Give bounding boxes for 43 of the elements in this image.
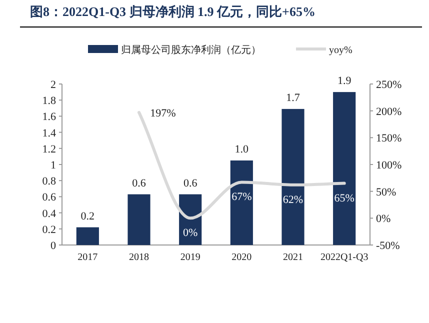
y-tick-label: 1.4 bbox=[42, 127, 56, 140]
data-label: 67% bbox=[232, 191, 252, 204]
bar bbox=[230, 160, 253, 245]
data-label: 1.7 bbox=[286, 92, 300, 104]
bar bbox=[76, 227, 99, 245]
y2-tick-label: 150% bbox=[376, 132, 402, 145]
y2-tick-label: 50% bbox=[376, 186, 396, 198]
x-tick-label: 2020 bbox=[232, 252, 252, 263]
y2-tick-label: 250% bbox=[376, 79, 402, 91]
legend-label: yoy% bbox=[329, 45, 352, 56]
y2-tick-label: 0% bbox=[376, 213, 391, 226]
data-label: 65% bbox=[334, 192, 354, 204]
x-tick-label: 2018 bbox=[129, 252, 149, 263]
y-tick-label: 0.2 bbox=[42, 224, 56, 236]
y-tick-label: 1.6 bbox=[42, 111, 56, 124]
x-tick-label: 2021 bbox=[283, 252, 303, 263]
data-label: 0.6 bbox=[183, 177, 198, 190]
x-tick-label: 2019 bbox=[180, 252, 200, 263]
data-label: 62% bbox=[282, 194, 304, 206]
chart-title: 图8：2022Q1-Q3 归母净利润 1.9 亿元，同比+65% bbox=[30, 4, 316, 19]
y-tick-label: 1.8 bbox=[42, 95, 56, 108]
x-tick-label: 2017 bbox=[78, 252, 98, 263]
bar bbox=[333, 92, 356, 245]
data-label: 197% bbox=[150, 107, 176, 120]
data-label: 1.9 bbox=[337, 75, 352, 88]
y-tick-label: 0.6 bbox=[42, 192, 56, 204]
data-label: 0.6 bbox=[132, 177, 146, 190]
y-tick-label: 1.2 bbox=[42, 143, 56, 156]
y2-tick-label: -50% bbox=[376, 240, 400, 252]
y2-tick-label: 100% bbox=[376, 160, 402, 172]
y2-tick-label: 200% bbox=[376, 106, 402, 118]
data-label: 0% bbox=[182, 227, 198, 240]
x-tick-label: 2022Q1-Q3 bbox=[320, 252, 368, 263]
legend-label: 归属母公司股东净利润（亿元） bbox=[121, 44, 261, 56]
data-label: 1.0 bbox=[234, 143, 250, 156]
y-tick-label: 0.4 bbox=[42, 208, 56, 220]
bar bbox=[128, 194, 150, 245]
bar bbox=[282, 108, 304, 245]
y-tick-label: 2 bbox=[50, 79, 56, 91]
y-tick-label: 0.8 bbox=[42, 176, 56, 188]
data-label: 0.2 bbox=[80, 210, 95, 222]
y-tick-label: 1 bbox=[50, 160, 56, 172]
y-tick-label: 0 bbox=[50, 240, 56, 252]
